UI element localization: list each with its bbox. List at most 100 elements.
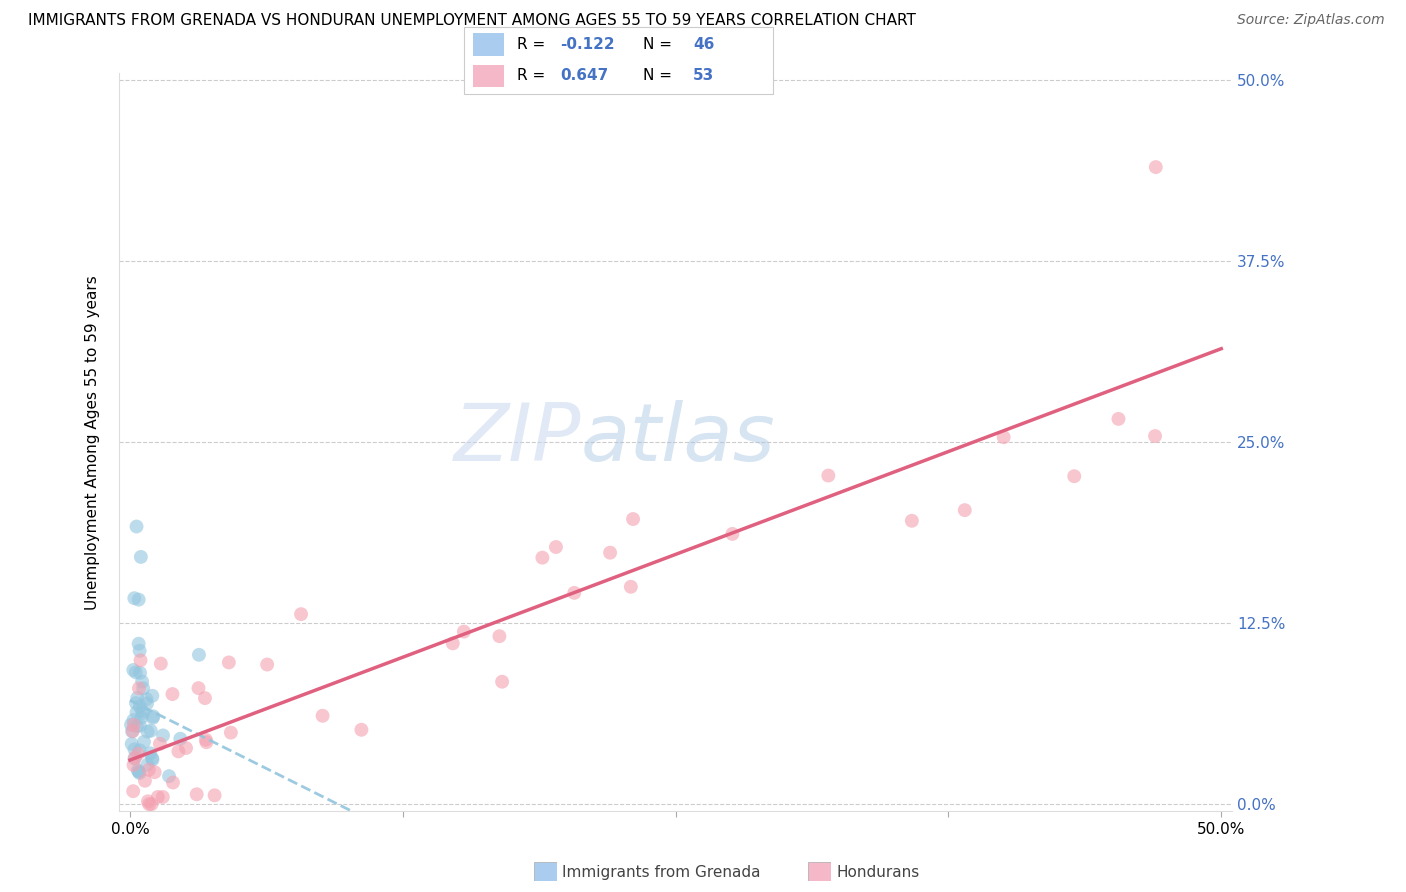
Point bbox=[186, 787, 208, 801]
Text: atlas: atlas bbox=[581, 400, 776, 477]
Point bbox=[122, 663, 145, 677]
Text: N =: N = bbox=[644, 68, 678, 83]
Point bbox=[136, 724, 159, 739]
Point bbox=[219, 725, 242, 739]
Point bbox=[131, 704, 153, 718]
Point bbox=[195, 735, 218, 749]
Point bbox=[152, 728, 174, 742]
Point bbox=[128, 719, 150, 733]
Point bbox=[129, 549, 152, 564]
Point bbox=[128, 592, 150, 607]
Point bbox=[131, 710, 153, 724]
Point bbox=[122, 718, 145, 732]
Point bbox=[621, 512, 644, 526]
Point bbox=[562, 586, 585, 600]
Point bbox=[125, 706, 148, 720]
Point bbox=[143, 765, 166, 780]
Point bbox=[125, 696, 148, 710]
Point bbox=[531, 550, 554, 565]
FancyBboxPatch shape bbox=[464, 27, 773, 94]
Point bbox=[218, 656, 240, 670]
Bar bbox=[474, 34, 505, 55]
Point bbox=[599, 546, 621, 560]
Point bbox=[138, 797, 160, 812]
Point bbox=[122, 713, 145, 727]
Point bbox=[125, 719, 148, 733]
Point bbox=[953, 503, 976, 517]
Point bbox=[901, 514, 924, 528]
Point bbox=[128, 644, 150, 658]
Point bbox=[128, 743, 150, 757]
Point bbox=[187, 681, 209, 695]
Text: Source: ZipAtlas.com: Source: ZipAtlas.com bbox=[1237, 13, 1385, 28]
Text: 46: 46 bbox=[693, 37, 714, 53]
Point bbox=[139, 746, 162, 760]
Point bbox=[311, 708, 333, 723]
Text: -0.122: -0.122 bbox=[560, 37, 614, 53]
Point bbox=[122, 784, 145, 798]
Point bbox=[128, 766, 150, 780]
Text: IMMIGRANTS FROM GRENADA VS HONDURAN UNEMPLOYMENT AMONG AGES 55 TO 59 YEARS CORRE: IMMIGRANTS FROM GRENADA VS HONDURAN UNEM… bbox=[28, 13, 915, 29]
Point bbox=[453, 624, 475, 639]
Point bbox=[256, 657, 278, 672]
Point bbox=[1063, 469, 1085, 483]
Point bbox=[138, 763, 160, 777]
Point bbox=[120, 717, 142, 731]
Point bbox=[721, 527, 744, 541]
Point bbox=[290, 607, 312, 622]
Point bbox=[149, 737, 172, 751]
Point bbox=[350, 723, 373, 737]
Point bbox=[544, 540, 567, 554]
Point bbox=[132, 735, 155, 749]
Point bbox=[136, 757, 159, 772]
Point bbox=[124, 591, 146, 606]
Point bbox=[167, 744, 190, 758]
Point bbox=[1107, 412, 1129, 426]
Point bbox=[124, 742, 146, 756]
Point bbox=[132, 681, 155, 696]
Point bbox=[127, 747, 149, 761]
Text: Hondurans: Hondurans bbox=[837, 865, 920, 880]
Point bbox=[169, 731, 191, 746]
Point bbox=[121, 724, 143, 739]
Point bbox=[136, 794, 159, 808]
Y-axis label: Unemployment Among Ages 55 to 59 years: Unemployment Among Ages 55 to 59 years bbox=[86, 275, 100, 609]
Point bbox=[128, 699, 150, 714]
Point bbox=[121, 737, 143, 751]
Point bbox=[157, 769, 180, 783]
Point bbox=[141, 689, 163, 703]
Text: R =: R = bbox=[516, 37, 550, 53]
Point bbox=[162, 687, 184, 701]
Point bbox=[122, 758, 145, 772]
Point bbox=[121, 724, 143, 739]
Point bbox=[488, 629, 510, 643]
Point bbox=[194, 691, 217, 706]
Point bbox=[204, 789, 226, 803]
Point bbox=[141, 797, 163, 812]
Point bbox=[131, 674, 153, 689]
Point bbox=[1144, 429, 1167, 443]
Point bbox=[129, 665, 152, 680]
Point bbox=[124, 751, 146, 765]
Point bbox=[620, 580, 643, 594]
Point bbox=[817, 468, 839, 483]
Point bbox=[149, 657, 172, 671]
Point bbox=[152, 789, 174, 804]
Point bbox=[141, 751, 163, 765]
Point bbox=[139, 723, 162, 738]
Point bbox=[162, 775, 184, 789]
Text: 0.647: 0.647 bbox=[560, 68, 609, 83]
Point bbox=[136, 697, 159, 711]
Point bbox=[491, 674, 513, 689]
Point bbox=[129, 653, 152, 667]
Text: 53: 53 bbox=[693, 68, 714, 83]
Point bbox=[124, 751, 146, 765]
Point bbox=[128, 681, 150, 696]
Text: Immigrants from Grenada: Immigrants from Grenada bbox=[562, 865, 761, 880]
Point bbox=[128, 637, 150, 651]
Point bbox=[1144, 160, 1167, 174]
Text: N =: N = bbox=[644, 37, 678, 53]
Point bbox=[125, 665, 148, 680]
Point bbox=[142, 711, 165, 725]
Point bbox=[441, 636, 464, 650]
